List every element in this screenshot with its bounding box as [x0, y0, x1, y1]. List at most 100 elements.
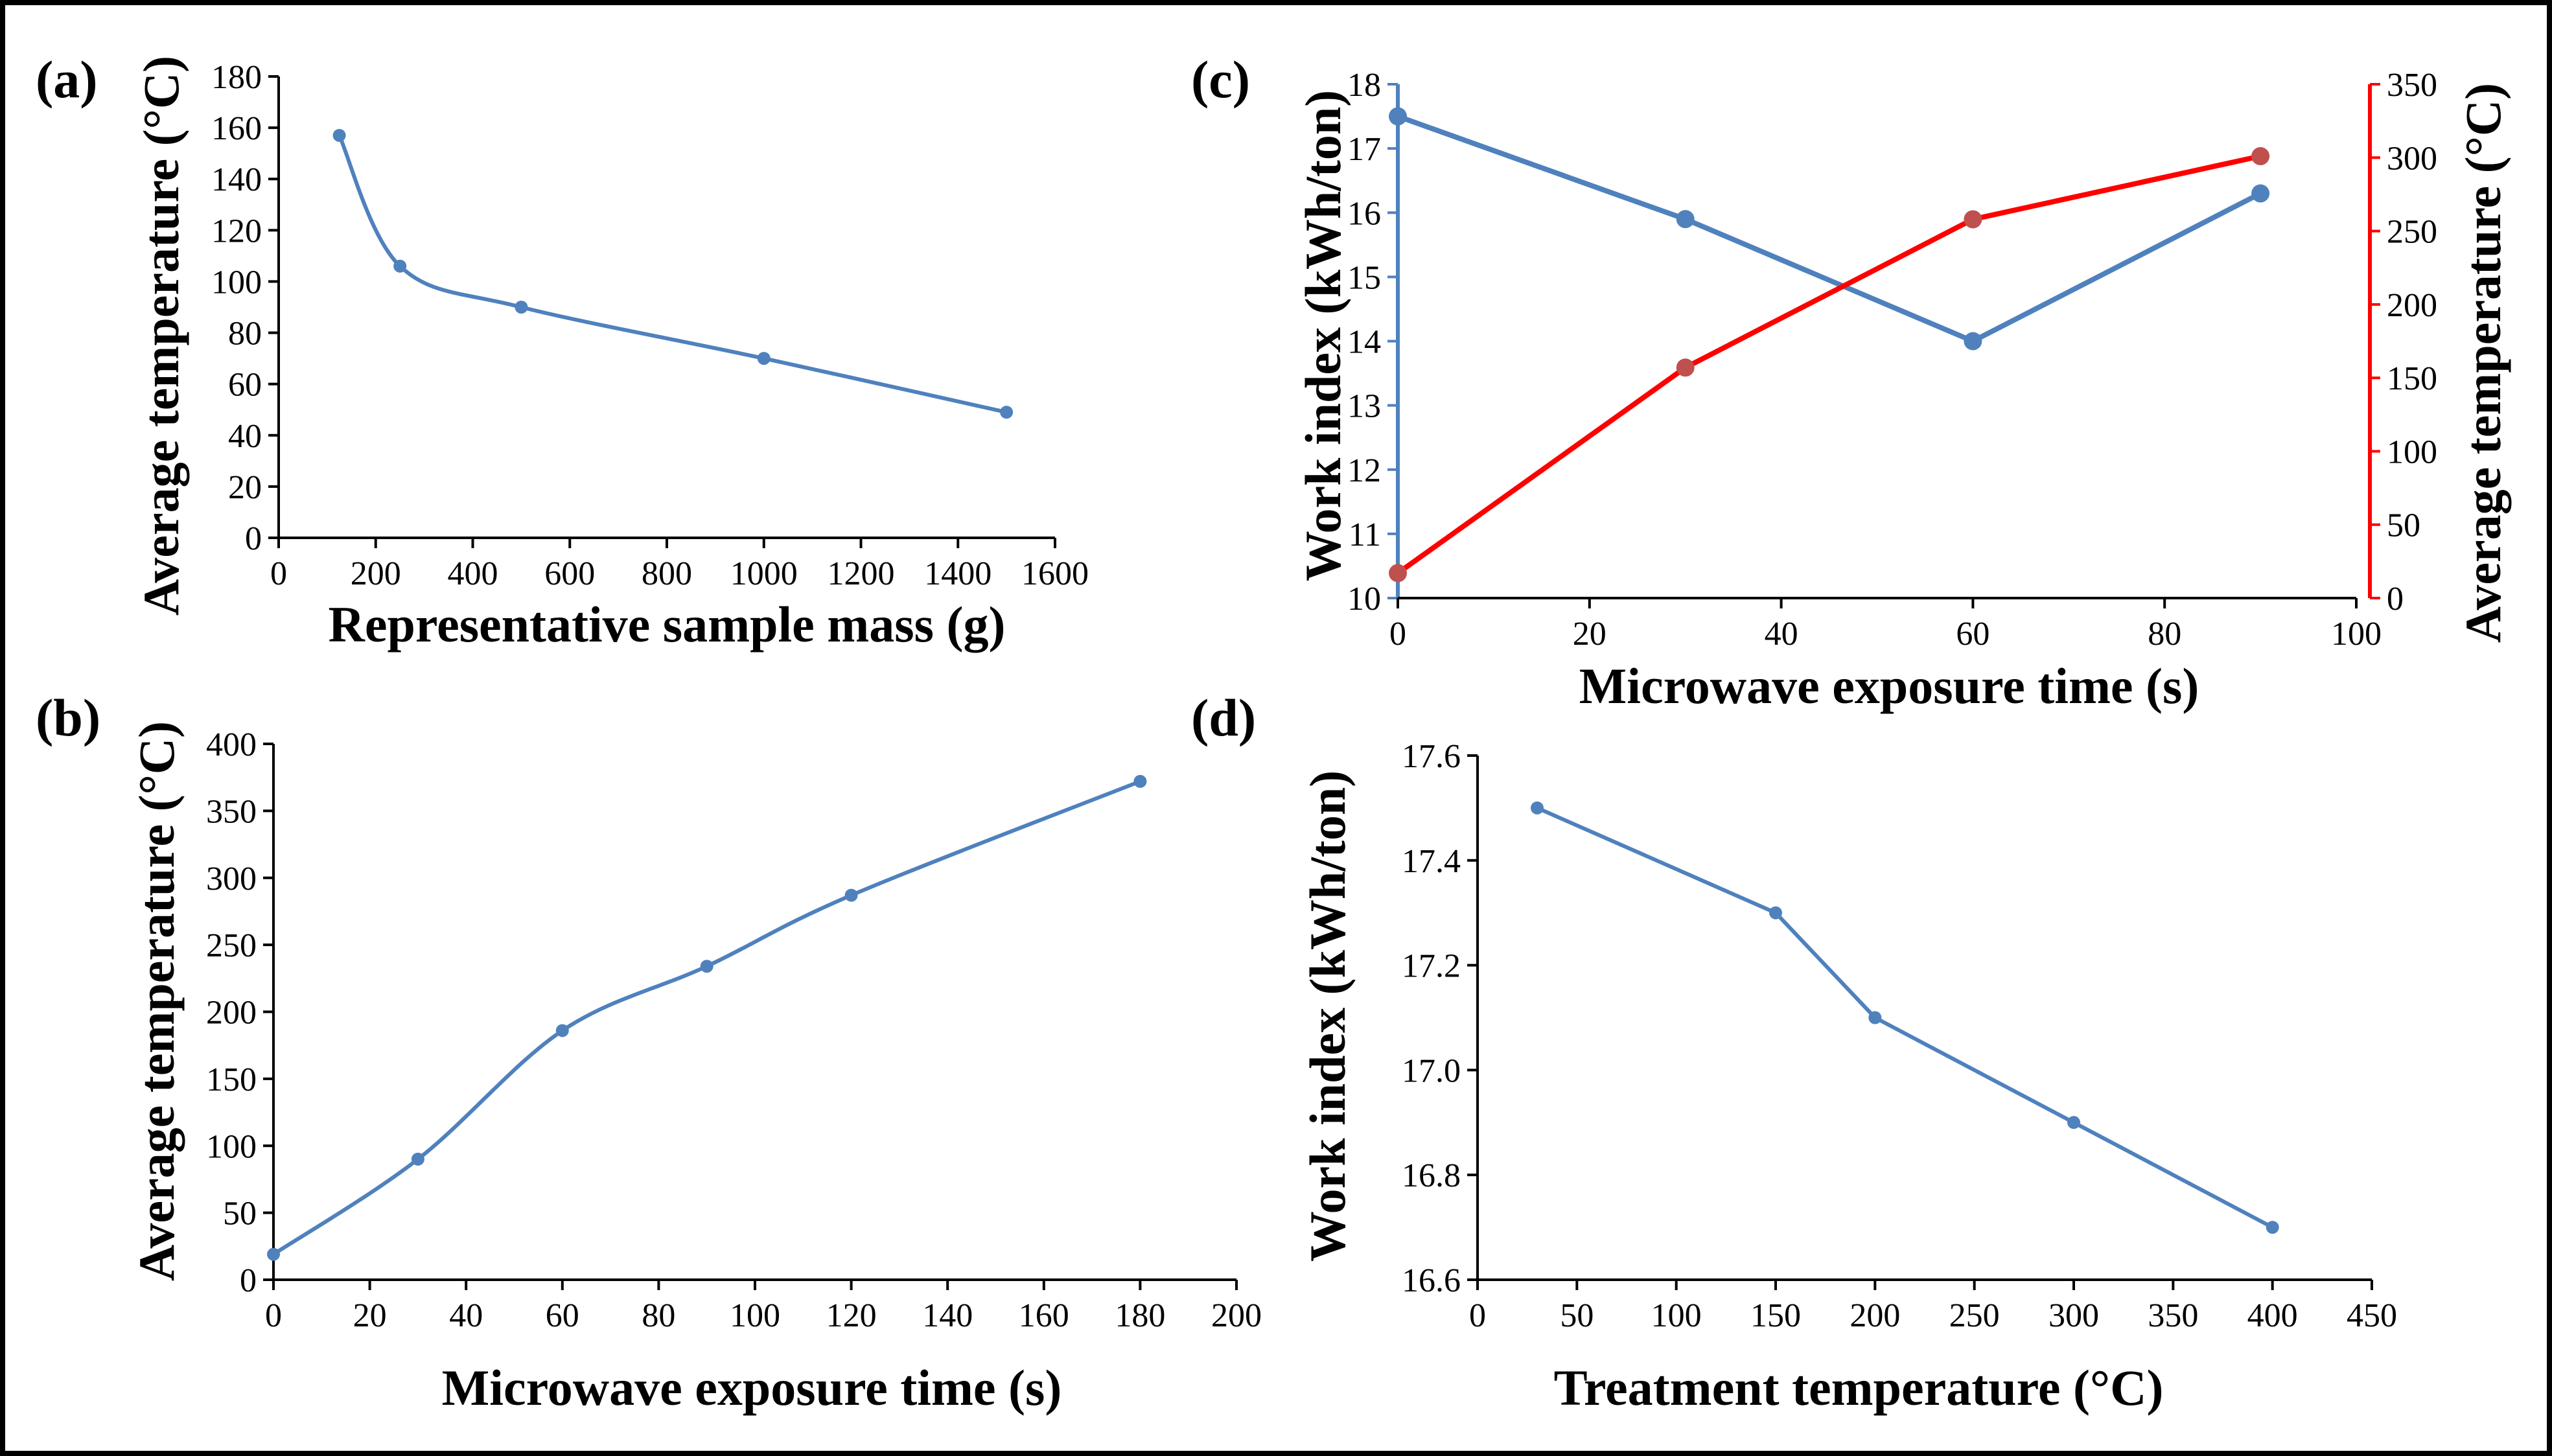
y-tick-label-b: 350	[206, 793, 257, 830]
y-tick-label-b: 250	[206, 927, 257, 964]
x-tick-label-b: 0	[265, 1297, 282, 1334]
y-tick-label-b: 300	[206, 861, 257, 897]
y-tick-label-d: 17.2	[1402, 948, 1461, 985]
data-point-b-0-4	[844, 888, 858, 902]
x-tick-label-a: 0	[270, 555, 287, 592]
x-tick-label-d: 400	[2247, 1297, 2298, 1334]
data-point-a-0-1	[393, 259, 407, 273]
y2-tick-label-c: 50	[2387, 507, 2420, 544]
data-point-c-0-0	[1389, 107, 1407, 126]
data-point-c-1-2	[1964, 210, 1982, 229]
x-tick-label-d: 100	[1651, 1297, 1702, 1334]
y-tick-label-d: 16.6	[1402, 1262, 1461, 1299]
y-tick-label-c: 17	[1347, 131, 1381, 168]
y2-tick-label-c: 350	[2387, 67, 2437, 104]
x-tick-label-b: 100	[730, 1297, 780, 1334]
data-point-c-0-3	[2251, 184, 2270, 203]
data-point-d-0-3	[2067, 1116, 2080, 1129]
panel-d: (d) Treatment temperature (°C) Work inde…	[1191, 688, 2397, 1416]
x-tick-label-d: 350	[2148, 1297, 2198, 1334]
y2-tick-label-c: 300	[2387, 140, 2437, 177]
data-point-d-0-1	[1769, 906, 1782, 919]
x-tick-label-b: 20	[353, 1297, 387, 1334]
series-line-c-1	[1395, 154, 2264, 576]
x-tick-label-a: 400	[448, 555, 498, 592]
data-point-b-0-1	[411, 1152, 424, 1166]
y-tick-label-c: 10	[1347, 581, 1381, 618]
y2-tick-label-c: 0	[2387, 581, 2404, 618]
x-tick-label-b: 80	[642, 1297, 675, 1334]
y-tick-label-a: 0	[245, 520, 262, 557]
x-tick-label-d: 200	[1850, 1297, 1900, 1334]
data-point-a-0-3	[757, 352, 771, 365]
y-tick-label-c: 16	[1347, 195, 1381, 232]
y-tick-label-b: 50	[223, 1196, 257, 1232]
y2-axis-title-c: Average temperature (°C)	[2455, 83, 2511, 643]
y2-tick-label-c: 150	[2387, 360, 2437, 397]
data-point-c-1-3	[2251, 147, 2270, 166]
data-point-c-0-1	[1676, 210, 1695, 229]
x-tick-label-d: 450	[2347, 1297, 2397, 1334]
y-tick-label-b: 400	[206, 726, 257, 763]
y-tick-label-a: 60	[228, 367, 262, 404]
x-tick-label-d: 250	[1949, 1297, 2000, 1334]
x-tick-label-a: 800	[642, 555, 692, 592]
x-tick-label-c: 100	[2331, 616, 2382, 653]
data-point-d-0-0	[1531, 801, 1544, 815]
panel-a: (a) Representative sample mass (g) Avera…	[36, 50, 1089, 653]
y2-tick-label-c: 100	[2387, 433, 2437, 470]
data-point-a-0-0	[332, 128, 346, 142]
x-tick-label-c: 0	[1389, 616, 1406, 653]
series-line-c-0	[1395, 113, 2264, 344]
series-line-a-0	[337, 133, 1009, 415]
panel-label-b: (b)	[36, 688, 100, 747]
y-tick-label-c: 11	[1349, 516, 1381, 553]
x-tick-label-a: 1000	[730, 555, 798, 592]
y-tick-label-b: 200	[206, 995, 257, 1032]
y2-tick-label-c: 250	[2387, 214, 2437, 251]
y-tick-label-d: 17.6	[1402, 738, 1461, 775]
y-tick-label-a: 20	[228, 469, 262, 506]
y-tick-label-a: 160	[211, 110, 262, 147]
x-axis-title-a: Representative sample mass (g)	[329, 596, 1006, 653]
y-tick-label-b: 150	[206, 1061, 257, 1098]
y-tick-label-d: 17.0	[1402, 1052, 1461, 1089]
data-point-a-0-4	[1000, 406, 1014, 419]
data-point-c-1-1	[1676, 358, 1695, 377]
data-point-c-1-0	[1389, 564, 1407, 583]
y-axis-title-a: Average temperature (°C)	[133, 56, 189, 616]
x-tick-label-d: 0	[1469, 1297, 1486, 1334]
y-axis-title-c: Work index (kWh/ton)	[1295, 90, 1351, 581]
data-point-b-0-2	[555, 1024, 569, 1037]
x-tick-label-d: 50	[1560, 1297, 1594, 1334]
x-tick-label-a: 1400	[924, 555, 992, 592]
y-tick-label-d: 16.8	[1402, 1157, 1461, 1194]
y-tick-label-a: 180	[211, 59, 262, 96]
y-tick-label-a: 80	[228, 316, 262, 352]
y-tick-label-c: 14	[1347, 324, 1381, 361]
data-point-b-0-5	[1133, 774, 1147, 788]
x-tick-label-c: 60	[1956, 616, 1989, 653]
panel-label-d: (d)	[1191, 688, 1256, 747]
y-tick-label-b: 100	[206, 1128, 257, 1165]
panel-label-c: (c)	[1191, 50, 1250, 109]
x-tick-label-b: 120	[826, 1297, 877, 1334]
y-tick-label-c: 13	[1347, 388, 1381, 425]
y-axis-title-b: Average temperature (°C)	[128, 721, 185, 1281]
x-tick-label-b: 40	[449, 1297, 483, 1334]
x-tick-label-b: 60	[546, 1297, 579, 1334]
y-tick-label-c: 12	[1347, 452, 1381, 489]
panel-b: (b) Microwave exposure time (s) Average …	[36, 688, 1262, 1416]
x-tick-label-a: 600	[544, 555, 595, 592]
y-tick-label-a: 120	[211, 213, 262, 249]
y-tick-label-c: 15	[1347, 259, 1381, 296]
y-axis-title-d: Work index (kWh/ton)	[1299, 770, 1356, 1262]
x-tick-label-c: 20	[1573, 616, 1607, 653]
data-point-d-0-2	[1868, 1011, 1882, 1024]
y-tick-label-a: 40	[228, 418, 262, 455]
y-tick-label-a: 140	[211, 161, 262, 198]
x-tick-label-a: 200	[351, 555, 401, 592]
data-point-b-0-3	[700, 960, 713, 973]
